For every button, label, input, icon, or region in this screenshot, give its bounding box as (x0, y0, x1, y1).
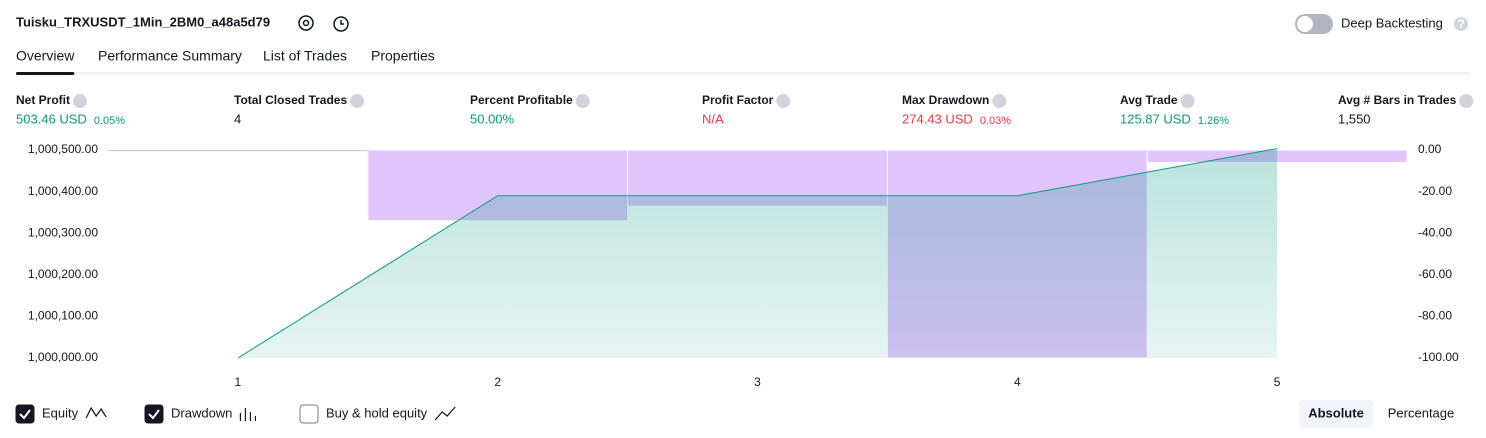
y-tick-label: 1,000,400.00 (28, 184, 98, 198)
info-icon[interactable] (776, 94, 791, 108)
y2-tick-label: 0.00 (1418, 142, 1442, 156)
y2-tick-label: -40.00 (1418, 225, 1452, 239)
y2-tick-label: -20.00 (1418, 184, 1452, 198)
checkmark[interactable] (148, 409, 160, 420)
checkbox[interactable] (15, 404, 35, 424)
toggle-label[interactable]: Buy & hold equity (326, 405, 428, 420)
info-icon[interactable] (1180, 94, 1195, 108)
metric-label: Total Closed Trades (234, 93, 347, 107)
tab[interactable]: Properties (371, 48, 435, 64)
metric-label: Profit Factor (702, 93, 774, 107)
mode-button[interactable]: Absolute (1308, 405, 1364, 420)
metric-label: Avg # Bars in Trades (1338, 93, 1457, 107)
metric-value: 503.46 USD (16, 111, 87, 126)
y-tick-label: 1,000,300.00 (28, 225, 98, 239)
equity-area (237, 148, 1278, 358)
info-icon[interactable] (73, 94, 87, 108)
equity-line (237, 148, 1278, 359)
y-tick-label: 1,000,200.00 (28, 267, 98, 281)
checkmark[interactable] (19, 409, 31, 420)
toggle-icon (239, 408, 257, 421)
checkbox[interactable] (299, 404, 319, 424)
tab[interactable]: List of Trades (263, 48, 347, 64)
info-icon[interactable] (992, 94, 1007, 108)
y2-tick-label: -100.00 (1418, 350, 1459, 364)
y-tick-label: 1,000,100.00 (28, 309, 98, 323)
metric-value: 50.00% (470, 111, 515, 126)
svg-text:?: ? (1457, 17, 1464, 31)
metric-value: 274.43 USD (902, 111, 973, 126)
metric-value: N/A (702, 111, 724, 126)
metric-label: Net Profit (16, 93, 70, 107)
toggle-label[interactable]: Drawdown (171, 405, 232, 420)
mode-button[interactable]: Percentage (1388, 405, 1455, 420)
info-icon[interactable] (1459, 94, 1474, 108)
metric-change: 0.03% (980, 115, 1011, 127)
metric-value: 125.87 USD (1120, 111, 1191, 126)
settings-icon[interactable] (298, 15, 314, 31)
metric-value: 4 (234, 111, 241, 126)
metric-change: 0.05% (94, 115, 125, 127)
toggle-icon (85, 406, 107, 419)
metric-change: 1.26% (1198, 115, 1229, 127)
tab[interactable]: Overview (16, 48, 75, 64)
mode-active-bg[interactable] (1299, 400, 1373, 428)
y2-tick-label: -60.00 (1418, 267, 1452, 281)
metric-value: 1,550 (1338, 111, 1371, 126)
y2-tick-label: -80.00 (1418, 309, 1452, 323)
toggle-knob[interactable] (1297, 16, 1313, 32)
y-tick-label: 1,000,000.00 (28, 350, 98, 364)
x-tick-label: 3 (754, 375, 761, 389)
alert-icon[interactable] (333, 16, 349, 32)
x-tick-label: 4 (1014, 375, 1021, 389)
tab[interactable]: Performance Summary (98, 48, 242, 64)
y-tick-label: 1,000,500.00 (28, 142, 98, 156)
toggle-icon (434, 406, 456, 421)
strategy-title: Tuisku_TRXUSDT_1Min_2BM0_a48a5d79 (16, 14, 270, 29)
toggle-label: Deep Backtesting (1341, 15, 1443, 30)
x-tick-label: 5 (1274, 375, 1281, 389)
info-icon[interactable] (575, 94, 590, 108)
info-icon[interactable] (350, 94, 365, 108)
metric-label: Max Drawdown (902, 93, 989, 107)
metric-label: Percent Profitable (470, 93, 573, 107)
metric-label: Avg Trade (1120, 93, 1178, 107)
x-tick-label: 1 (235, 375, 242, 389)
x-tick-label: 2 (494, 375, 501, 389)
toggle-label[interactable]: Equity (42, 405, 79, 420)
checkbox[interactable] (144, 404, 164, 424)
active-tab-indicator (16, 72, 75, 75)
info-help[interactable]: ? (1454, 17, 1468, 31)
